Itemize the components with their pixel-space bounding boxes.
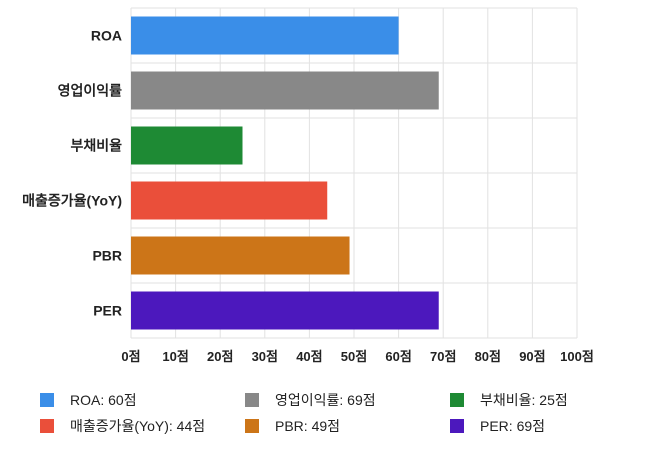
x-tick-label: 70점 (430, 349, 456, 364)
bar (131, 181, 328, 220)
bar (131, 236, 350, 275)
legend-swatch (245, 419, 259, 433)
legend-item: PER: 69점 (450, 416, 545, 436)
legend-label: 영업이익률: 69점 (275, 392, 376, 408)
x-tick-label: 50점 (341, 349, 367, 364)
x-tick-label: 40점 (296, 349, 322, 364)
legend-label: ROA: 60점 (70, 392, 137, 408)
x-tick-labels: 0점 10점 20점 30점 40점 50점 60점 70점 80점 90점 100점 (121, 349, 593, 364)
category-label: PBR (92, 248, 122, 264)
bar (131, 16, 399, 55)
category-label: 부채비율 (70, 138, 122, 154)
x-tick-label: 100점 (560, 349, 594, 364)
legend-item: PBR: 49점 (245, 416, 340, 436)
x-tick-label: 60점 (385, 349, 411, 364)
legend-label: 매출증가율(YoY): 44점 (70, 418, 206, 434)
legend-swatch (245, 393, 259, 407)
x-tick-label: 0점 (121, 349, 140, 364)
legend-item: 영업이익률: 69점 (245, 390, 376, 410)
legend-label: PER: 69점 (480, 418, 546, 434)
bar (131, 126, 243, 165)
grid-lines (130, 7, 578, 339)
legend-swatch (40, 419, 54, 433)
legend-item: 부채비율: 25점 (450, 390, 568, 410)
category-label: 영업이익률 (58, 83, 123, 99)
x-tick-label: 20점 (207, 349, 233, 364)
bar (131, 71, 439, 110)
legend-item: 매출증가율(YoY): 44점 (40, 416, 205, 436)
legend-label: 부채비율: 25점 (480, 392, 568, 408)
x-tick-label: 90점 (519, 349, 545, 364)
x-tick-label: 10점 (162, 349, 188, 364)
legend-swatch (40, 393, 54, 407)
legend-swatch (450, 419, 464, 433)
bar (131, 291, 439, 330)
legend-label: PBR: 49점 (275, 418, 341, 434)
x-tick-label: 80점 (475, 349, 501, 364)
legend-swatch (450, 393, 464, 407)
category-label: PER (93, 303, 122, 319)
category-label: ROA (91, 28, 122, 44)
x-tick-label: 30점 (252, 349, 278, 364)
category-label: 매출증가율(YoY) (22, 193, 122, 209)
bars (131, 16, 439, 330)
legend-item: ROA: 60점 (40, 390, 137, 410)
